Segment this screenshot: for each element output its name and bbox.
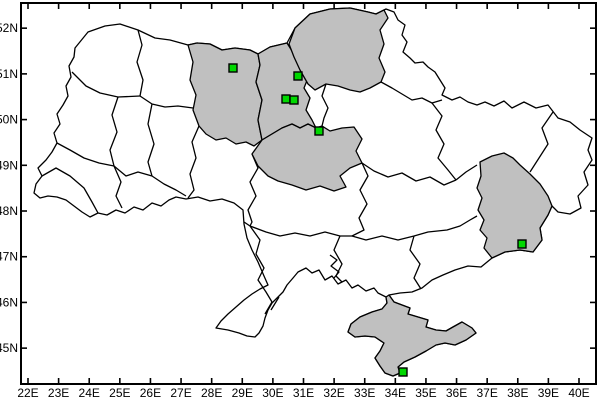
x-tick-label-39E: 39E xyxy=(538,386,559,400)
oblast-border-15 xyxy=(249,225,352,237)
oblast-border-28 xyxy=(270,296,280,311)
oblast-border-10 xyxy=(187,125,200,199)
x-tick-label-32E: 32E xyxy=(323,386,344,400)
oblast-border-19 xyxy=(409,235,422,290)
x-tick-label-40E: 40E xyxy=(568,386,589,400)
oblast-border-26 xyxy=(329,254,340,279)
oblast-border-13 xyxy=(243,221,251,227)
oblast-border-14 xyxy=(249,225,273,303)
x-tick-label-38E: 38E xyxy=(507,386,528,400)
oblast-border-11 xyxy=(151,175,187,197)
y-tick-label-45N: 45N xyxy=(0,341,18,355)
x-tick-label-36E: 36E xyxy=(446,386,467,400)
oblast-border-3 xyxy=(139,95,194,109)
axes-frame-layer xyxy=(20,2,597,385)
station-marker-marker-6 xyxy=(517,239,527,249)
x-tick-label-23E: 23E xyxy=(48,386,69,400)
oblast-border-1 xyxy=(136,29,144,97)
oblast-border-16 xyxy=(333,235,343,283)
x-tick-label-24E: 24E xyxy=(79,386,100,400)
highlighted-region-cherkasy-oblast xyxy=(251,123,363,192)
oblast-border-4 xyxy=(109,96,119,167)
y-tick-label-52N: 52N xyxy=(0,21,18,35)
x-tick-label-30E: 30E xyxy=(262,386,283,400)
y-tick-label-47N: 47N xyxy=(0,250,18,264)
x-tick-label-37E: 37E xyxy=(476,386,497,400)
highlighted-region-zhytomyr-oblast xyxy=(187,42,263,147)
map-layer xyxy=(33,7,593,377)
oblast-border-5 xyxy=(56,142,115,167)
x-tick-label-31E: 31E xyxy=(293,386,314,400)
oblast-border-17 xyxy=(351,162,369,237)
oblast-border-8 xyxy=(41,167,99,214)
x-tick-label-33E: 33E xyxy=(354,386,375,400)
highlighted-region-crimea xyxy=(347,294,477,377)
markers-layer xyxy=(228,63,527,377)
highlighted-regions-layer xyxy=(187,7,553,377)
plot-frame xyxy=(20,2,597,385)
x-tick-label-34E: 34E xyxy=(385,386,406,400)
oblast-border-22 xyxy=(431,102,457,181)
y-tick-label-49N: 49N xyxy=(0,158,18,172)
y-tick-label-46N: 46N xyxy=(0,295,18,309)
station-marker-marker-5 xyxy=(314,126,324,136)
x-tick-label-29E: 29E xyxy=(232,386,253,400)
oblast-border-18 xyxy=(351,215,478,241)
station-marker-marker-4 xyxy=(289,95,299,105)
axes-ticks-layer xyxy=(21,3,596,384)
oblast-border-6 xyxy=(147,103,155,177)
y-tick-label-48N: 48N xyxy=(0,204,18,218)
x-tick-label-22E: 22E xyxy=(17,386,38,400)
oblast-border-23 xyxy=(361,162,457,186)
x-tick-label-25E: 25E xyxy=(109,386,130,400)
x-tick-label-28E: 28E xyxy=(201,386,222,400)
oblast-border-9 xyxy=(113,165,123,209)
highlighted-region-chernihiv-oblast xyxy=(288,7,389,93)
oblast-border-2 xyxy=(71,71,141,98)
oblast-border-27 xyxy=(264,301,273,315)
oblast-border-7 xyxy=(113,165,153,177)
oblast-border-25 xyxy=(529,111,554,173)
x-tick-label-26E: 26E xyxy=(140,386,161,400)
axes-labels-layer: 22E 23E 24E 25E 26E 27E 28E 29E 30E 31E 32E 33E 34E 3… xyxy=(0,21,590,400)
oblast-border-20 xyxy=(321,83,329,127)
x-tick-label-27E: 27E xyxy=(170,386,191,400)
y-tick-label-50N: 50N xyxy=(0,113,18,127)
oblast-border-12 xyxy=(247,153,259,227)
station-marker-marker-1 xyxy=(228,63,238,73)
station-marker-marker-2 xyxy=(293,71,303,81)
y-tick-label-51N: 51N xyxy=(0,67,18,81)
x-tick-label-35E: 35E xyxy=(415,386,436,400)
station-marker-marker-7 xyxy=(398,367,408,377)
highlighted-region-donetsk-oblast xyxy=(476,152,553,259)
station-marker-marker-3 xyxy=(281,94,291,104)
oblast-border-24 xyxy=(455,164,478,181)
